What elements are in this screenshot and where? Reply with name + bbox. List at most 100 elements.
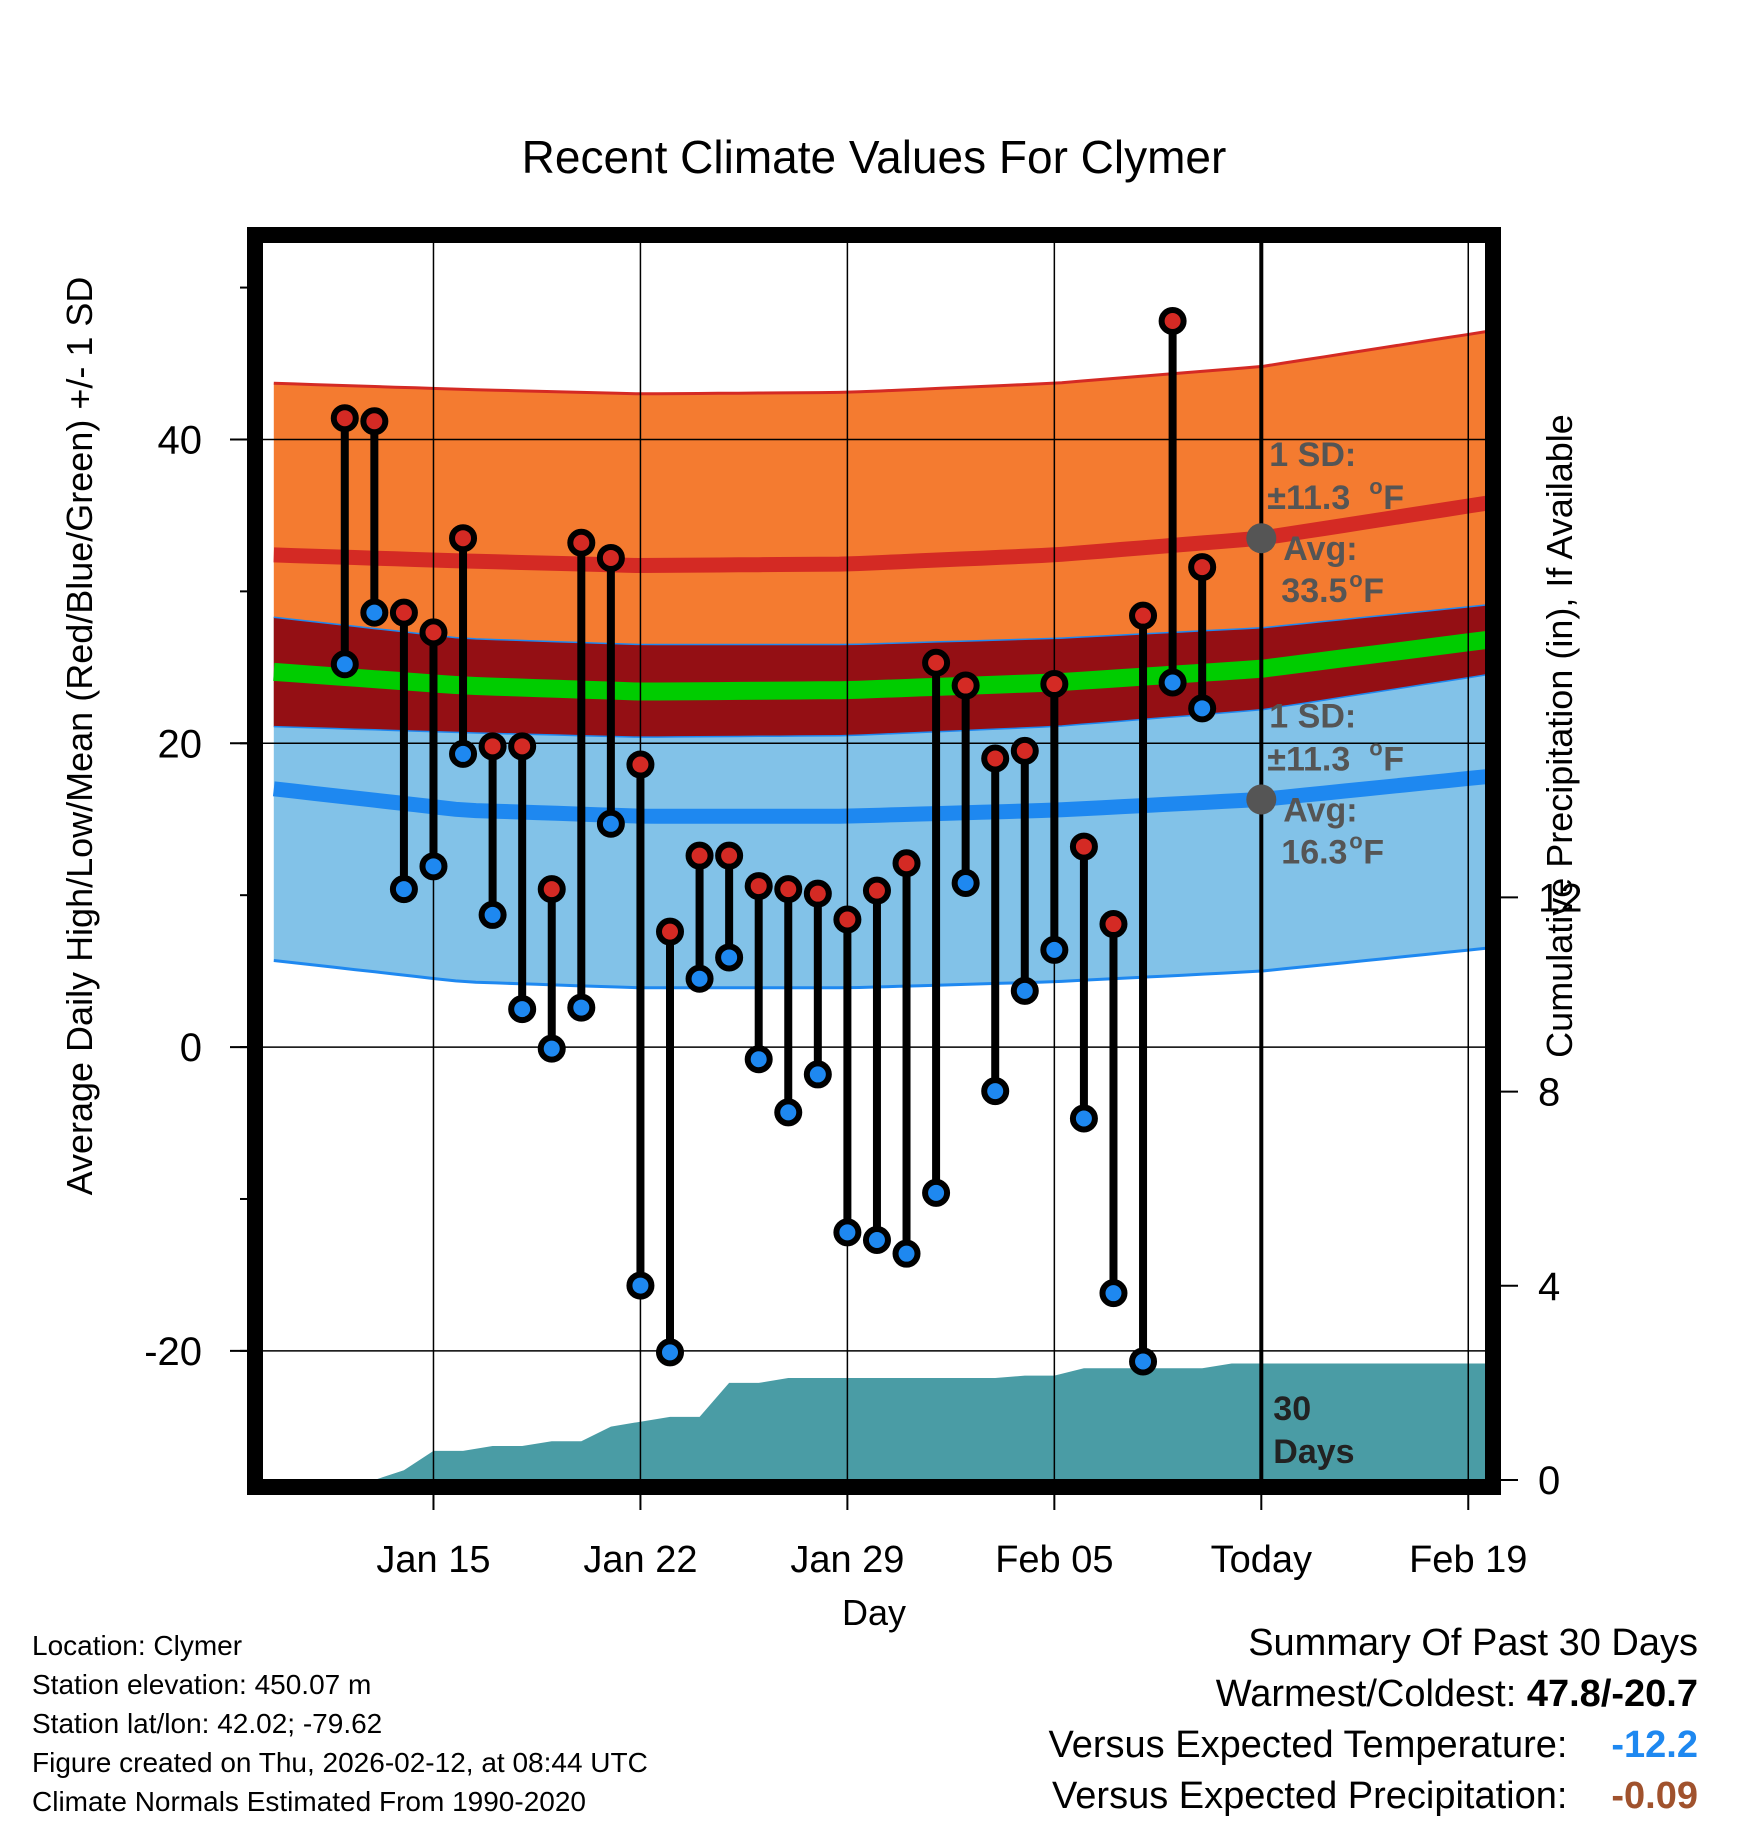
normal-high-line	[273, 495, 1486, 574]
x-tick-label: Feb 05	[995, 1539, 1113, 1581]
y-axis-right-label: Cumulative Precipitation (in), If Availa…	[1539, 414, 1580, 1058]
daily-high-point	[419, 618, 448, 647]
x-tick-label: Today	[1211, 1539, 1312, 1581]
high-sd-unit: F	[1383, 479, 1404, 517]
y-right-tick-label: 4	[1538, 1265, 1560, 1309]
low-sd-unit: F	[1383, 740, 1404, 778]
high-sd-degree: o	[1369, 474, 1382, 499]
summary-warm-cold-label: Warmest/Coldest:	[1215, 1673, 1527, 1715]
low-sd-value: ±11.3	[1267, 740, 1350, 778]
daily-low-point	[1099, 1279, 1128, 1308]
daily-low-point	[389, 875, 418, 904]
normal-low-line	[272, 769, 1486, 824]
footer-created: Figure created on Thu, 2026-02-12, at 08…	[32, 1747, 648, 1778]
overlap-band	[273, 605, 1486, 738]
daily-low-point	[803, 1060, 832, 1089]
low-band-top-edge	[273, 604, 1486, 646]
y-left-tick-label: 40	[158, 418, 203, 462]
daily-low-point	[449, 739, 478, 768]
daily-high-point	[508, 732, 537, 761]
daily-high-point	[1040, 670, 1069, 699]
daily-high-point	[744, 872, 773, 901]
high-sd-value: ±11.3	[1267, 479, 1350, 517]
high-avg-value: 33.5	[1281, 572, 1347, 610]
daily-high-point	[774, 875, 803, 904]
daily-low-point	[685, 964, 714, 993]
summary-temp: Versus Expected Temperature: -12.2	[1049, 1724, 1698, 1767]
daily-high-point	[892, 849, 921, 878]
daily-high-point	[803, 879, 832, 908]
footer-latlon: Station lat/lon: 42.02; -79.62	[32, 1708, 383, 1739]
daily-low-point	[419, 852, 448, 881]
high-avg-label: Avg:	[1283, 530, 1357, 568]
daily-low-point	[833, 1218, 862, 1247]
daily-high-point	[981, 744, 1010, 773]
daily-low-point	[656, 1338, 684, 1367]
daily-low-point	[508, 995, 537, 1024]
footer-normals: Climate Normals Estimated From 1990-2020	[32, 1786, 586, 1817]
plot-frame	[247, 227, 1501, 1495]
daily-high-point	[1129, 601, 1158, 630]
daily-low-point	[922, 1178, 951, 1207]
daily-high-point	[360, 407, 389, 436]
daily-high-point	[449, 524, 478, 553]
daily-low-point	[1221, 0, 1243, 11]
daily-low-point	[715, 943, 744, 972]
daily-high-point	[715, 841, 744, 870]
daily-high-point	[567, 528, 596, 557]
daily-low-point	[330, 650, 359, 679]
high-avg-degree: o	[1349, 567, 1362, 592]
daily-low-point	[774, 1098, 803, 1127]
high-band-top-edge	[273, 330, 1486, 396]
daily-high-point	[833, 905, 862, 934]
low-sd-label: 1 SD:	[1269, 697, 1356, 735]
daily-low-point	[626, 1271, 655, 1300]
daily-low-point	[892, 1239, 921, 1268]
daily-low-point	[1010, 976, 1039, 1005]
summary-temp-value: -12.2	[1611, 1724, 1698, 1766]
days-count-label: 30	[1273, 1390, 1311, 1428]
daily-low-point	[1188, 694, 1217, 723]
summary-warm-cold: Warmest/Coldest: 47.8/-20.7	[1216, 1673, 1698, 1716]
x-tick-label: Feb 19	[1409, 1539, 1527, 1581]
y-axis-left-label: Average Daily High/Low/Mean (Red/Blue/Gr…	[59, 276, 100, 1196]
y-left-tick-label: 20	[158, 722, 203, 766]
y-right-tick-label: 12	[1538, 876, 1583, 920]
daily-high-point	[478, 732, 507, 761]
y-left-tick-label: 0	[180, 1026, 202, 1070]
daily-high-point	[1158, 306, 1187, 335]
daily-low-point	[744, 1045, 773, 1074]
daily-high-point	[1010, 736, 1039, 765]
summary-heading: Summary Of Past 30 Days	[1248, 1622, 1698, 1664]
y-left-tick-label: -20	[144, 1330, 202, 1374]
high-band-bottom-edge	[273, 674, 1486, 738]
summary-precip-label: Versus Expected Precipitation:	[1052, 1775, 1568, 1817]
daily-high-point	[862, 876, 891, 905]
x-tick-label: Jan 15	[376, 1539, 490, 1581]
daily-high-point	[1099, 910, 1128, 939]
daily-low-point	[537, 1034, 566, 1063]
daily-low-point	[1129, 1347, 1158, 1376]
daily-low-point	[1040, 935, 1069, 964]
daily-high-point	[537, 875, 566, 904]
daily-low-point	[567, 993, 596, 1022]
daily-high-point	[922, 648, 951, 677]
y-right-tick-label: 0	[1538, 1459, 1560, 1503]
summary-precip-value: -0.09	[1611, 1775, 1698, 1817]
footer-location: Location: Clymer	[32, 1630, 243, 1661]
high-avg-unit: F	[1363, 572, 1384, 610]
daily-high-point	[656, 917, 684, 946]
daily-low-point	[951, 869, 980, 898]
daily-high-point	[330, 404, 359, 433]
daily-low-point	[478, 900, 507, 929]
daily-high-point	[389, 598, 418, 627]
summary-precip: Versus Expected Precipitation: -0.09	[1052, 1775, 1698, 1818]
x-axis-label: Day	[841, 1592, 907, 1633]
daily-high-point	[626, 750, 655, 779]
x-tick-label: Jan 22	[583, 1539, 697, 1581]
low-avg-unit: F	[1363, 833, 1384, 871]
daily-high-point	[951, 671, 980, 700]
today-high-avg-marker	[1246, 523, 1277, 554]
low-sd-degree: o	[1369, 735, 1382, 760]
